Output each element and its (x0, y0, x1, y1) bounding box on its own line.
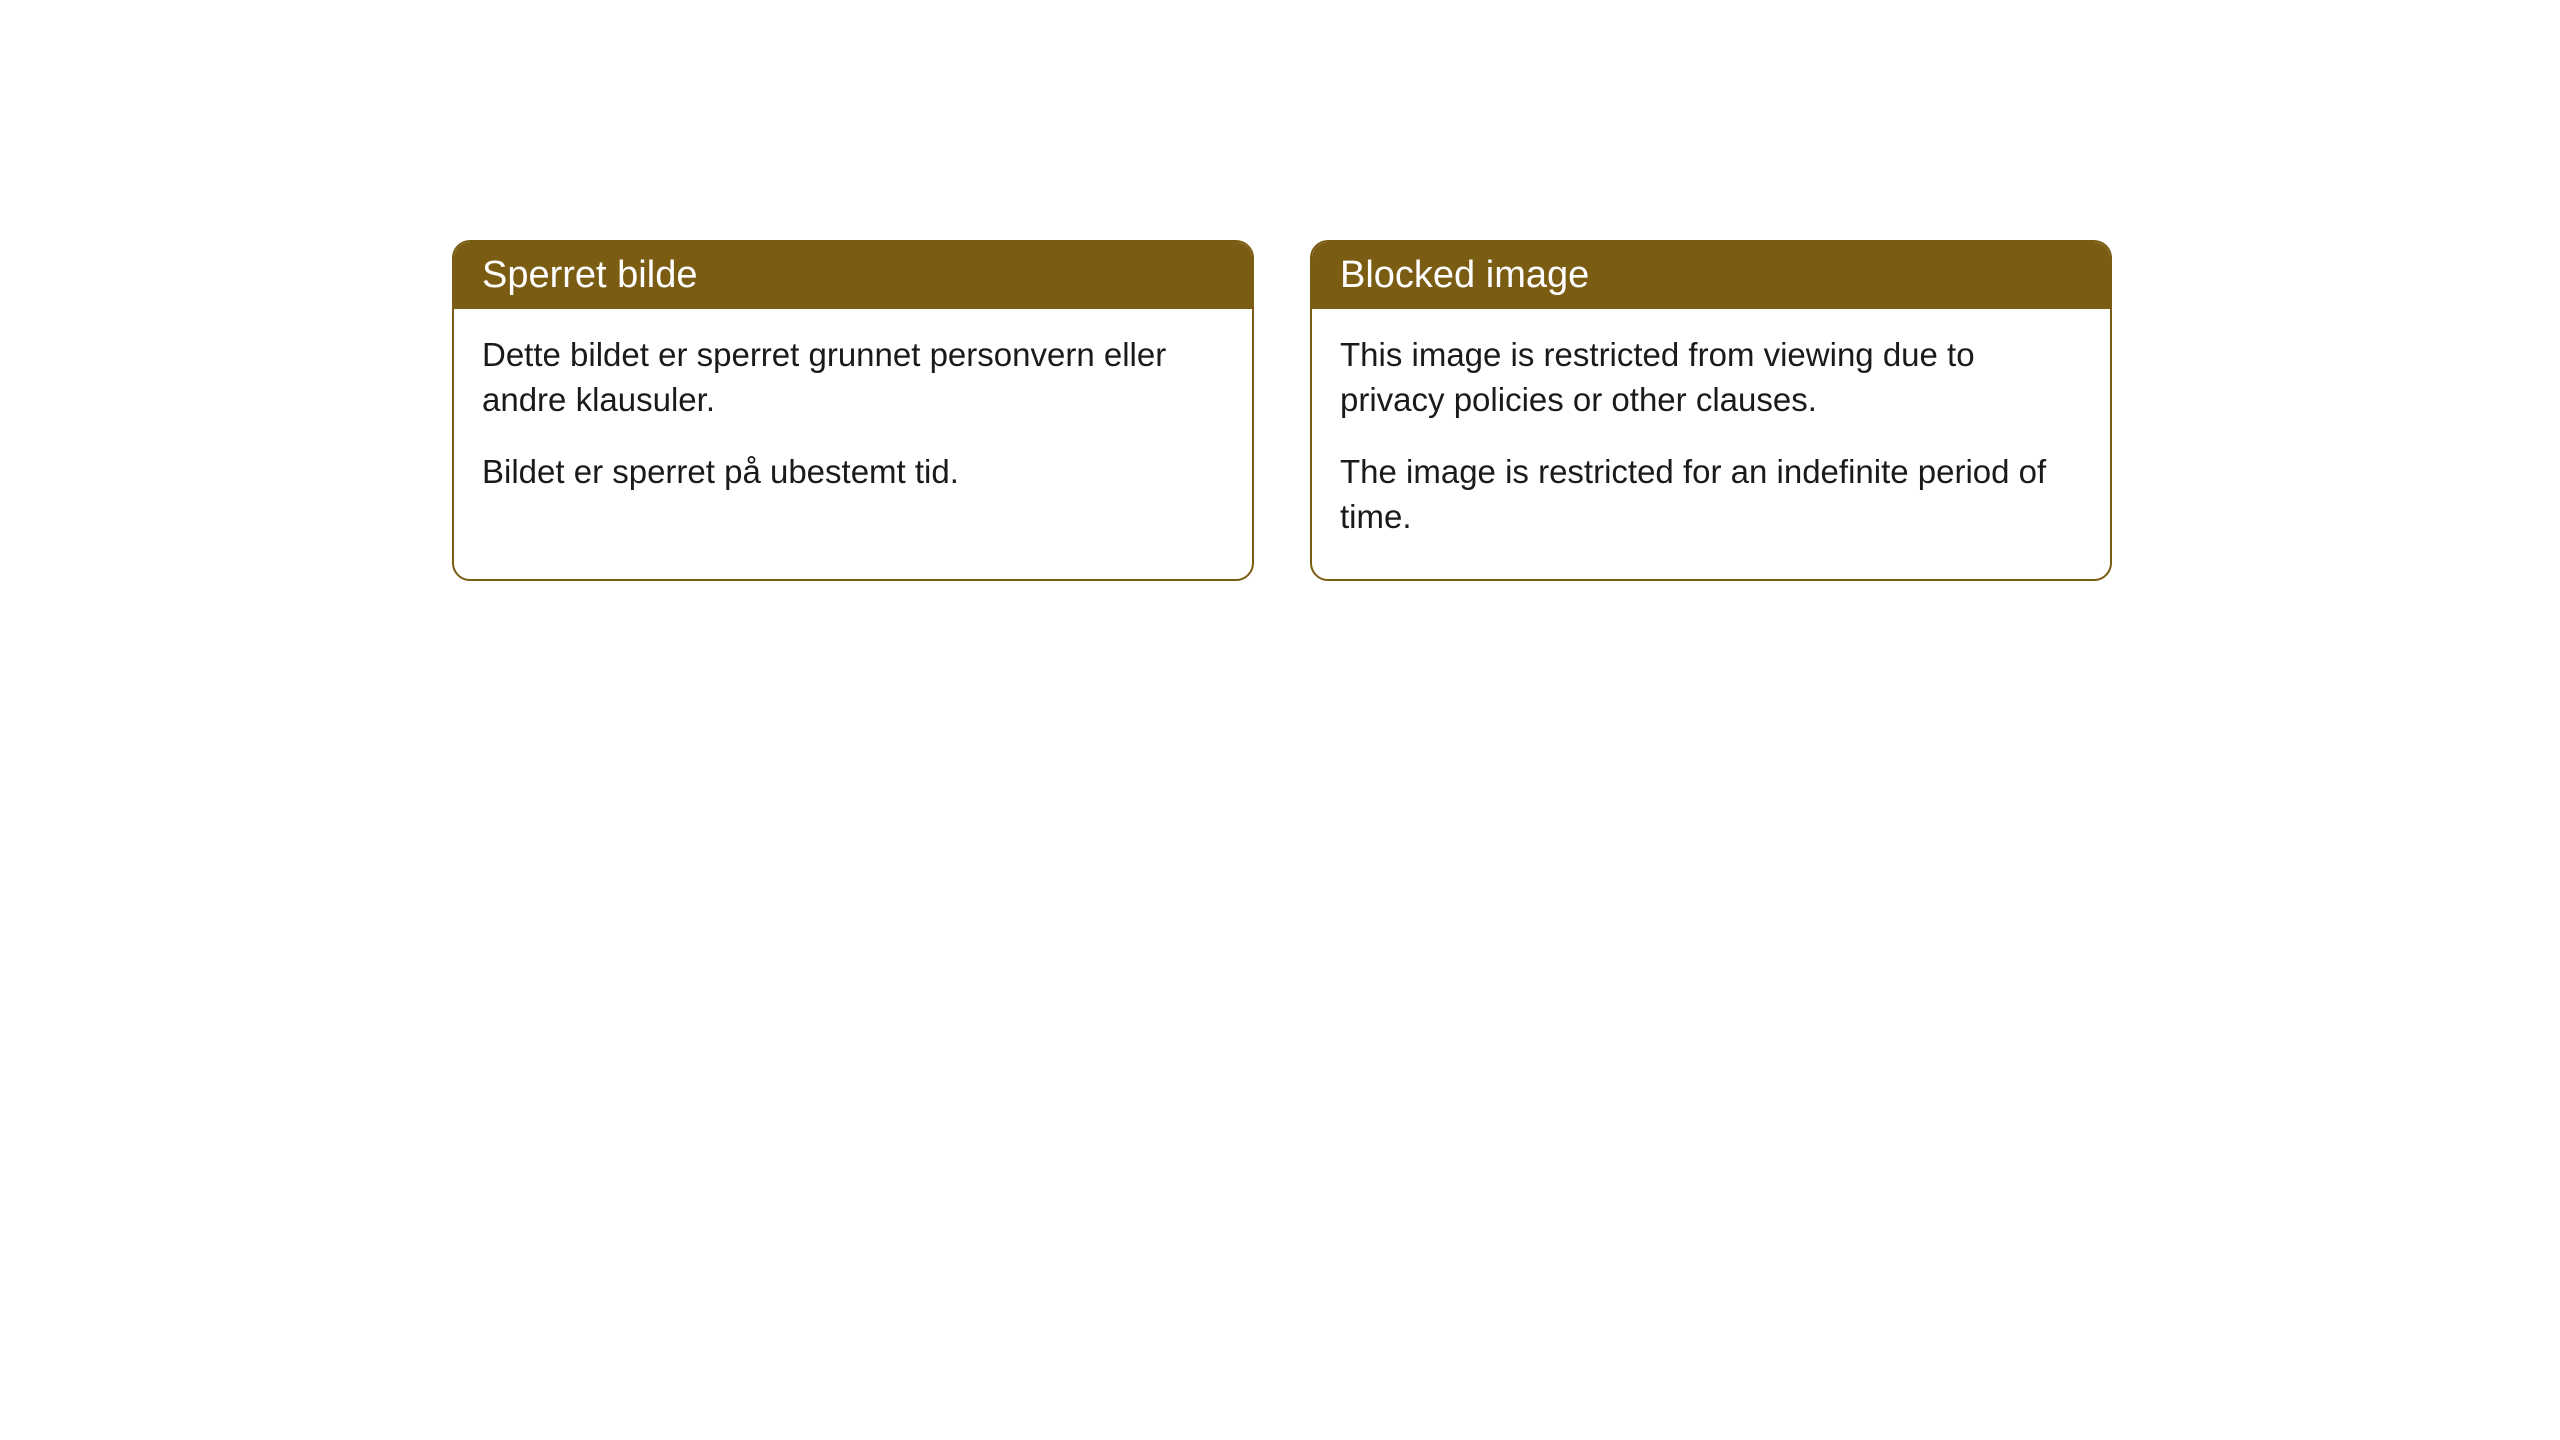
notice-card-norwegian: Sperret bilde Dette bildet er sperret gr… (452, 240, 1254, 581)
card-header-norwegian: Sperret bilde (454, 242, 1252, 309)
card-body-norwegian: Dette bildet er sperret grunnet personve… (454, 309, 1252, 535)
card-paragraph: Dette bildet er sperret grunnet personve… (482, 333, 1224, 422)
notice-cards-container: Sperret bilde Dette bildet er sperret gr… (452, 240, 2112, 581)
card-body-english: This image is restricted from viewing du… (1312, 309, 2110, 579)
card-header-english: Blocked image (1312, 242, 2110, 309)
card-paragraph: This image is restricted from viewing du… (1340, 333, 2082, 422)
notice-card-english: Blocked image This image is restricted f… (1310, 240, 2112, 581)
card-paragraph: The image is restricted for an indefinit… (1340, 450, 2082, 539)
card-paragraph: Bildet er sperret på ubestemt tid. (482, 450, 1224, 495)
